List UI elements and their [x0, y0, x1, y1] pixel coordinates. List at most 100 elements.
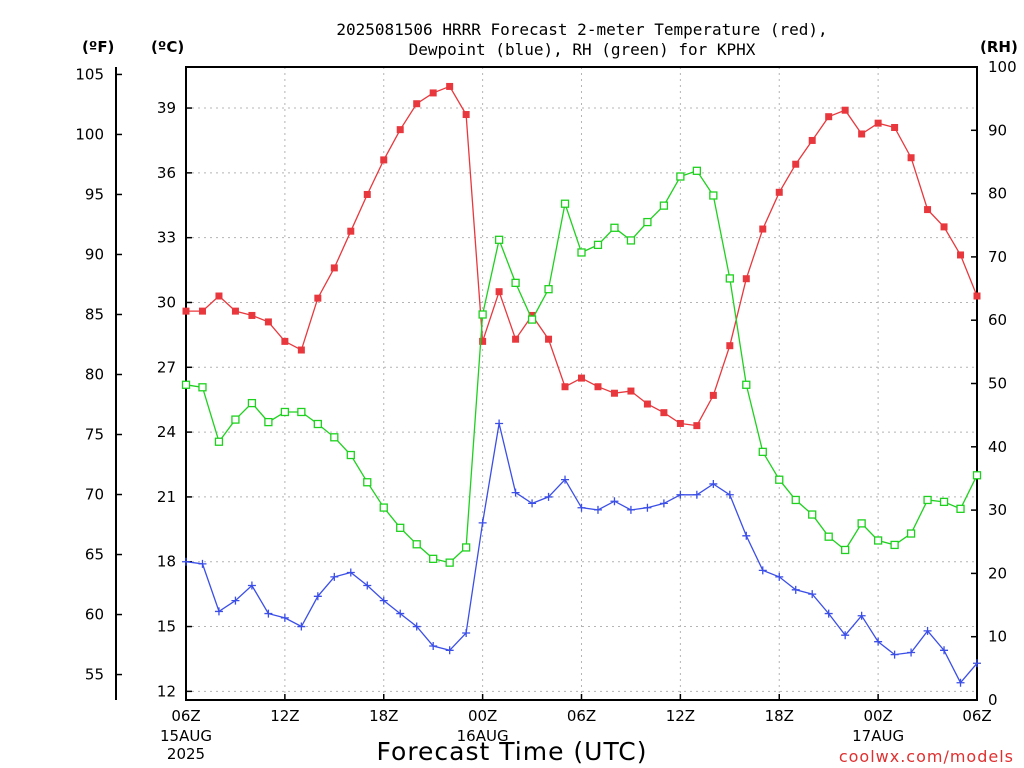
fahrenheit-tick-label: 75: [85, 426, 104, 444]
data-point: [742, 380, 751, 389]
celsius-tick-label: 33: [157, 229, 176, 247]
data-point: [940, 646, 949, 655]
data-point: [923, 495, 932, 505]
data-point: [396, 126, 404, 134]
data-point: [890, 650, 899, 659]
data-point: [906, 529, 916, 538]
celsius-unit-label: (ºC): [151, 38, 184, 56]
rh-unit-label: (RH): [980, 38, 1018, 56]
data-point: [578, 374, 585, 382]
data-point: [808, 510, 817, 519]
data-point: [643, 400, 651, 408]
data-point: [297, 346, 305, 354]
data-point: [561, 383, 569, 391]
data-point: [709, 479, 718, 488]
data-point: [248, 311, 256, 319]
data-point: [231, 415, 240, 424]
data-point: [379, 596, 388, 605]
data-point: [956, 678, 965, 687]
fahrenheit-tick-label: 85: [85, 305, 104, 323]
data-point: [445, 646, 454, 655]
grid: [186, 67, 977, 700]
data-point: [759, 225, 767, 233]
data-point: [528, 499, 537, 508]
data-point: [478, 310, 487, 319]
celsius-tick-label: 36: [157, 164, 176, 182]
data-point: [297, 407, 306, 417]
data-point: [446, 82, 454, 90]
data-point: [198, 383, 207, 392]
x-tick-label: 00Z: [863, 707, 892, 725]
data-point: [182, 557, 190, 566]
data-point: [462, 629, 471, 638]
data-point: [462, 111, 470, 119]
x-date-label: 17AUG: [852, 727, 904, 745]
rh-tick-label: 60: [988, 311, 1007, 329]
data-point: [247, 581, 256, 590]
data-point: [577, 248, 586, 257]
data-point: [924, 206, 932, 214]
data-point: [891, 123, 899, 131]
celsius-tick-label: 30: [157, 293, 176, 311]
data-point: [181, 380, 191, 389]
data-point: [841, 106, 849, 114]
data-point: [775, 475, 784, 484]
data-point: [973, 292, 981, 300]
data-point: [280, 613, 289, 622]
data-point: [313, 419, 322, 429]
data-point: [280, 407, 290, 417]
plot-frame: [185, 66, 978, 701]
fahrenheit-tick-label: 105: [75, 65, 104, 83]
data-point: [198, 559, 207, 568]
data-point: [610, 497, 619, 506]
data-point: [676, 419, 684, 427]
data-point: [610, 389, 618, 397]
rh-tick-label: 70: [988, 248, 1007, 266]
data-point: [313, 592, 322, 601]
data-point: [330, 433, 339, 442]
data-point: [841, 631, 850, 640]
data-point: [643, 503, 652, 512]
celsius-tick-label: 18: [157, 553, 176, 571]
data-point: [940, 223, 948, 231]
celsius-tick-label: 15: [157, 618, 176, 636]
data-point: [413, 100, 421, 108]
data-point: [314, 294, 322, 302]
data-point: [412, 540, 421, 549]
data-point: [939, 497, 949, 507]
data-point: [346, 450, 355, 460]
x-axis-label: Forecast Time (UTC): [377, 737, 648, 766]
data-point: [593, 505, 602, 514]
data-point: [363, 190, 371, 198]
rh-tick-label: 40: [988, 438, 1007, 456]
data-point: [577, 503, 586, 512]
data-point: [330, 264, 338, 272]
fahrenheit-tick-label: 70: [85, 486, 104, 504]
x-date-label: 15AUG: [160, 727, 212, 745]
rh-tick-label: 10: [988, 628, 1007, 646]
data-point: [742, 275, 750, 283]
fahrenheit-tick-label: 55: [85, 666, 104, 684]
data-point: [825, 113, 833, 121]
data-point: [956, 504, 965, 513]
data-point: [676, 490, 685, 499]
series-rh-green: [181, 166, 982, 567]
fahrenheit-tick-label: 80: [85, 365, 104, 383]
data-point: [775, 188, 783, 196]
data-point: [907, 648, 916, 657]
data-point: [874, 637, 883, 646]
data-point: [742, 531, 751, 540]
rh-tick-label: 30: [988, 501, 1007, 519]
data-point: [857, 611, 866, 620]
data-point: [380, 156, 388, 164]
axes: 5560657075808590951001051215182124273033…: [75, 58, 1016, 763]
rh-tick-label: 20: [988, 564, 1007, 582]
data-point: [396, 609, 405, 618]
x-tick-label: 12Z: [270, 707, 299, 725]
data-point: [495, 288, 503, 296]
x-tick-label: 06Z: [567, 707, 596, 725]
celsius-tick-label: 21: [157, 488, 176, 506]
data-point: [907, 154, 915, 162]
series-temperature-red: [182, 82, 981, 430]
data-point: [231, 307, 239, 315]
